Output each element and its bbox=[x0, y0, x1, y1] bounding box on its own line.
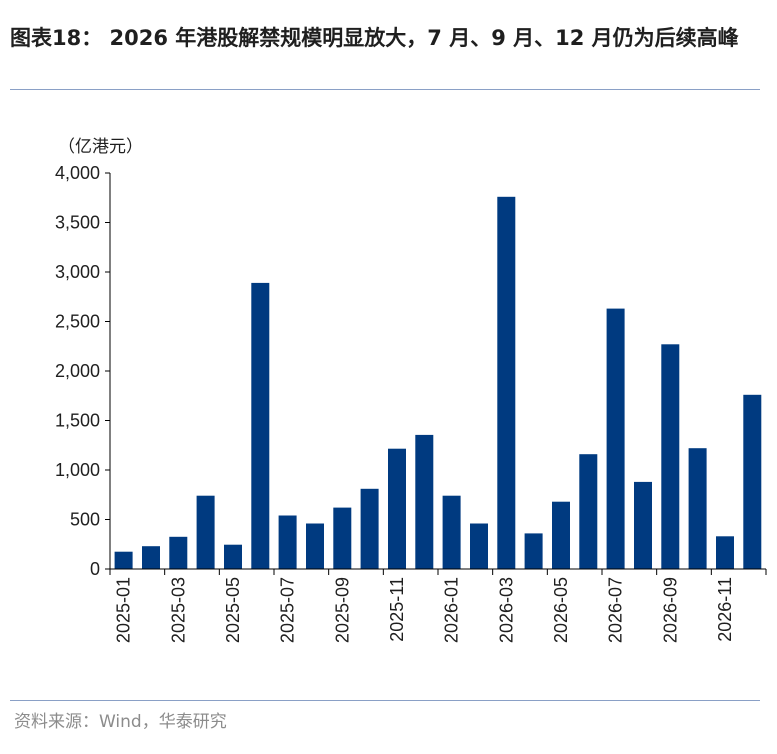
bar-2025-07 bbox=[278, 515, 297, 569]
source-divider bbox=[10, 700, 760, 701]
y-tick-label: 1,000 bbox=[55, 460, 100, 480]
bar-2025-01 bbox=[114, 551, 133, 569]
x-axis: 2025-01 2025-03 2025-05 2025-07 2025-09 2025-… bbox=[109, 568, 767, 643]
chart-title: 图表18： 2026 年港股解禁规模明显放大，7 月、9 月、12 月仍为后续高… bbox=[10, 26, 739, 50]
x-tick-label: 2025-03 bbox=[168, 577, 188, 643]
bar-2025-06 bbox=[251, 282, 270, 569]
bar-2025-03 bbox=[169, 536, 188, 569]
y-axis: 0 500 1,000 1,500 2,000 2,500 3,000 3,500 4,000 bbox=[55, 163, 111, 579]
x-tick-label: 2025-11 bbox=[387, 577, 407, 642]
y-tick-label: 4,000 bbox=[55, 163, 100, 183]
x-tick-label: 2026-01 bbox=[442, 577, 462, 643]
x-tick-label: 2025-01 bbox=[114, 577, 134, 643]
x-tick-label: 2026-07 bbox=[606, 577, 626, 643]
bar-2026-07 bbox=[606, 308, 625, 569]
bar-2025-04 bbox=[196, 495, 215, 569]
x-tick-label: 2026-11 bbox=[715, 577, 735, 642]
x-tick-label: 2026-09 bbox=[660, 577, 680, 643]
x-tick-label: 2025-07 bbox=[278, 577, 298, 643]
bar-2026-03 bbox=[497, 196, 516, 570]
y-tick-label: 1,500 bbox=[55, 411, 100, 431]
y-tick-label: 2,000 bbox=[55, 361, 100, 381]
title-divider bbox=[10, 89, 760, 90]
bar-2026-01 bbox=[442, 495, 461, 569]
bar-2026-02 bbox=[470, 523, 488, 569]
source-note: 资料来源：Wind，华泰研究 bbox=[14, 712, 227, 732]
bar-2025-05 bbox=[224, 544, 242, 569]
bar-2025-10 bbox=[360, 488, 379, 569]
bar-2025-08 bbox=[306, 523, 324, 569]
bar-2026-12 bbox=[743, 394, 762, 569]
bar-2026-08 bbox=[634, 481, 652, 569]
bar-chart: （亿港元） 0 500 1,000 1,500 2,000 2,500 3,000 3,500… bbox=[55, 137, 767, 643]
chart-area: （亿港元） 0 500 1,000 1,500 2,000 2,500 3,000 3,500… bbox=[0, 120, 777, 690]
bar-2025-11 bbox=[388, 448, 406, 569]
y-tick-label: 3,500 bbox=[55, 213, 100, 233]
x-tick-label: 2025-09 bbox=[332, 577, 352, 643]
bar-2025-02 bbox=[142, 546, 160, 569]
bars-group bbox=[114, 196, 762, 570]
bar-2026-05 bbox=[552, 501, 570, 569]
y-tick-label: 0 bbox=[90, 559, 100, 579]
bar-2025-09 bbox=[333, 507, 352, 569]
bar-2026-04 bbox=[524, 533, 543, 569]
bar-2026-11 bbox=[716, 536, 734, 569]
x-tick-label: 2026-03 bbox=[496, 577, 516, 643]
y-tick-label: 500 bbox=[70, 510, 100, 530]
x-tick-label: 2026-05 bbox=[551, 577, 571, 643]
unit-label: （亿港元） bbox=[58, 137, 143, 157]
bar-2025-12 bbox=[415, 434, 434, 569]
y-tick-label: 2,500 bbox=[55, 312, 100, 332]
x-tick-label: 2025-05 bbox=[223, 577, 243, 643]
bar-2026-09 bbox=[661, 344, 680, 569]
bar-2026-10 bbox=[688, 448, 707, 569]
y-tick-label: 3,000 bbox=[55, 262, 100, 282]
bar-2026-06 bbox=[579, 454, 598, 569]
